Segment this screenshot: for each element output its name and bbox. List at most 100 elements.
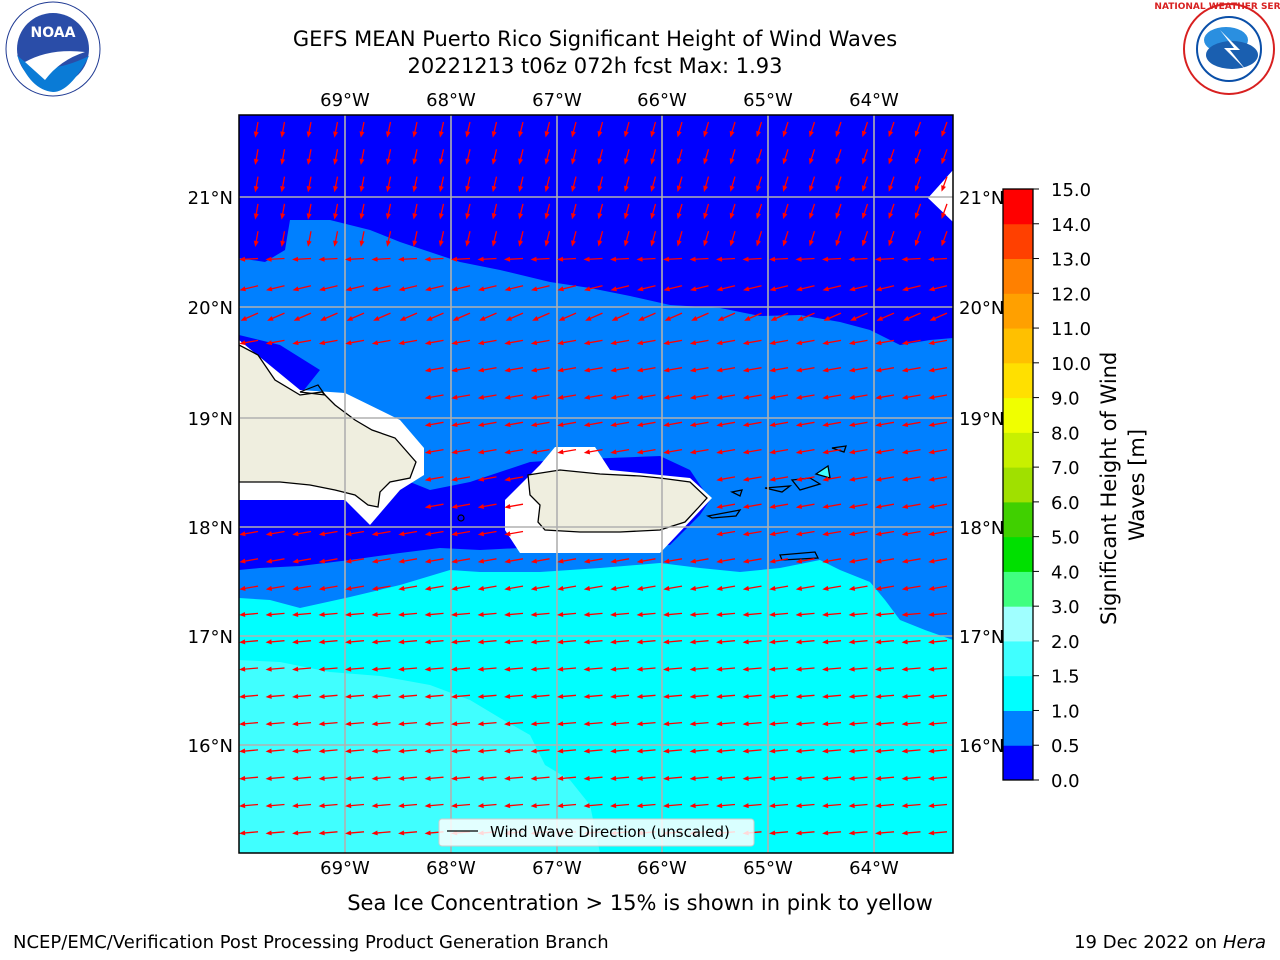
wind-wave-arrowhead <box>742 639 749 645</box>
wind-wave-arrowhead <box>345 748 352 754</box>
wind-wave-arrowhead <box>265 558 273 564</box>
wind-wave-arrowhead <box>424 775 431 781</box>
wind-wave-arrowhead <box>265 693 272 699</box>
wind-wave-arrowhead <box>345 585 352 591</box>
wind-wave-arrowhead <box>901 449 909 455</box>
wind-wave-arrowhead <box>530 803 537 809</box>
wind-wave-arrowhead <box>623 212 629 220</box>
colorbar-frame <box>1002 188 1034 781</box>
wind-wave-arrowhead <box>703 212 709 220</box>
wind-wave-arrowhead <box>663 666 670 672</box>
colorbar-tick-label: 4.0 <box>1051 562 1080 583</box>
wind-wave-arrowhead <box>636 693 643 699</box>
wind-wave-arrowhead <box>371 585 379 591</box>
wind-wave-arrowhead <box>822 503 829 509</box>
wind-wave-arrowhead <box>451 476 458 482</box>
wind-wave-arrowhead <box>597 185 603 193</box>
wind-wave-arrowhead <box>663 612 670 618</box>
wind-wave-arrowhead <box>530 748 537 754</box>
wind-wave-arrowhead <box>636 422 644 428</box>
wind-wave-arrowhead <box>504 256 511 262</box>
wind-wave-arrowhead <box>822 748 829 754</box>
wind-wave-arrowhead <box>663 803 670 809</box>
wind-wave-arrowhead <box>424 585 432 591</box>
wind-wave-arrowhead <box>318 748 325 754</box>
lon-tick-bottom: 64°W <box>849 858 899 879</box>
wind-wave-arrowhead <box>610 721 617 727</box>
wind-wave-arrowhead <box>583 340 591 346</box>
wind-wave-arrowhead <box>689 612 696 618</box>
wind-wave-arrowhead <box>676 240 682 247</box>
wind-wave-arrowhead <box>875 558 882 564</box>
wind-wave-arrowhead <box>292 748 299 754</box>
wind-wave-arrowhead <box>345 286 352 292</box>
wind-wave-arrowhead <box>875 666 882 672</box>
wind-wave-arrowhead <box>822 666 829 672</box>
wind-wave-arrowhead <box>848 531 856 537</box>
wind-wave-arrowhead <box>716 422 723 428</box>
wind-wave-arrowhead <box>239 639 246 645</box>
wind-wave-arrowhead <box>875 367 882 373</box>
wind-wave-arrowhead <box>583 748 590 754</box>
colorbar-segment <box>1003 328 1033 364</box>
wind-wave-arrowhead <box>477 531 485 537</box>
colorbar-tick-label: 12.0 <box>1051 284 1091 305</box>
colorbar-segment <box>1003 467 1033 503</box>
wind-wave-arrowhead <box>769 476 776 482</box>
wind-wave-arrowhead <box>875 721 882 727</box>
wind-wave-arrowhead <box>795 476 803 482</box>
lon-tick-labels: 69°W 68°W 67°W 66°W 65°W 64°W 69°W 68°W … <box>320 90 899 879</box>
wind-wave-arrowhead <box>769 422 776 428</box>
wind-wave-arrowhead <box>239 693 246 699</box>
island-mona <box>457 514 465 522</box>
wind-wave-arrowhead <box>861 157 867 165</box>
wind-wave-arrowhead <box>583 558 591 564</box>
wind-wave-arrowhead <box>558 316 566 321</box>
wind-wave-arrowhead <box>901 256 908 262</box>
wind-wave-arrowhead <box>532 316 539 321</box>
colorbar-tick-label: 0.0 <box>1051 771 1080 792</box>
wind-wave-arrowhead <box>636 775 643 781</box>
wind-wave-arrowhead <box>716 340 723 346</box>
wind-wave-arrowhead <box>623 240 629 247</box>
wind-wave-arrowhead <box>795 558 803 564</box>
wind-wave-arrowhead <box>795 775 802 781</box>
wind-wave-arrowhead <box>239 256 246 262</box>
wind-wave-arrowhead <box>795 422 803 428</box>
wind-wave-arrowhead <box>318 721 325 727</box>
colorbar-tick-label: 5.0 <box>1051 528 1080 549</box>
wind-wave-arrowhead <box>424 830 431 836</box>
wind-wave-arrowhead <box>359 213 365 220</box>
wind-wave-arrowhead <box>876 316 884 321</box>
wind-wave-arrowhead <box>782 158 788 165</box>
wind-wave-arrowhead <box>585 316 592 321</box>
wind-wave-arrowhead <box>477 748 484 754</box>
wind-wave-arrowhead <box>610 612 617 618</box>
wind-wave-arrowhead <box>822 585 829 591</box>
wind-wave-arrowhead <box>716 476 723 482</box>
colorbar-tick-label: 10.0 <box>1051 354 1091 375</box>
wind-wave-arrowhead <box>544 240 550 247</box>
wind-wave-arrowhead <box>928 449 935 455</box>
wind-wave-arrowhead <box>491 240 497 247</box>
wind-wave-arrowhead <box>438 158 444 165</box>
wind-wave-arrowhead <box>901 693 908 699</box>
wind-wave-arrowhead <box>479 316 486 321</box>
wind-wave-arrowhead <box>888 185 894 192</box>
wind-wave-arrowhead <box>849 286 856 292</box>
wind-wave-arrowhead <box>769 775 776 781</box>
wind-wave-arrowhead <box>928 286 935 292</box>
lat-tick-left: 19°N <box>188 409 233 430</box>
wind-wave-arrowhead <box>663 585 670 591</box>
wind-wave-arrowhead <box>822 775 829 781</box>
wind-wave-arrowhead <box>663 558 670 564</box>
wind-wave-arrowhead <box>438 240 444 247</box>
wind-wave-arrowhead <box>385 240 391 247</box>
chart-title: GEFS MEAN Puerto Rico Significant Height… <box>292 27 898 51</box>
wind-wave-arrowhead <box>477 449 485 455</box>
wind-wave-arrowhead <box>239 585 246 591</box>
lat-tick-left: 21°N <box>188 188 233 209</box>
wind-wave-arrowhead <box>345 256 352 262</box>
wind-wave-arrowhead <box>465 158 471 165</box>
wind-wave-arrowhead <box>504 748 511 754</box>
